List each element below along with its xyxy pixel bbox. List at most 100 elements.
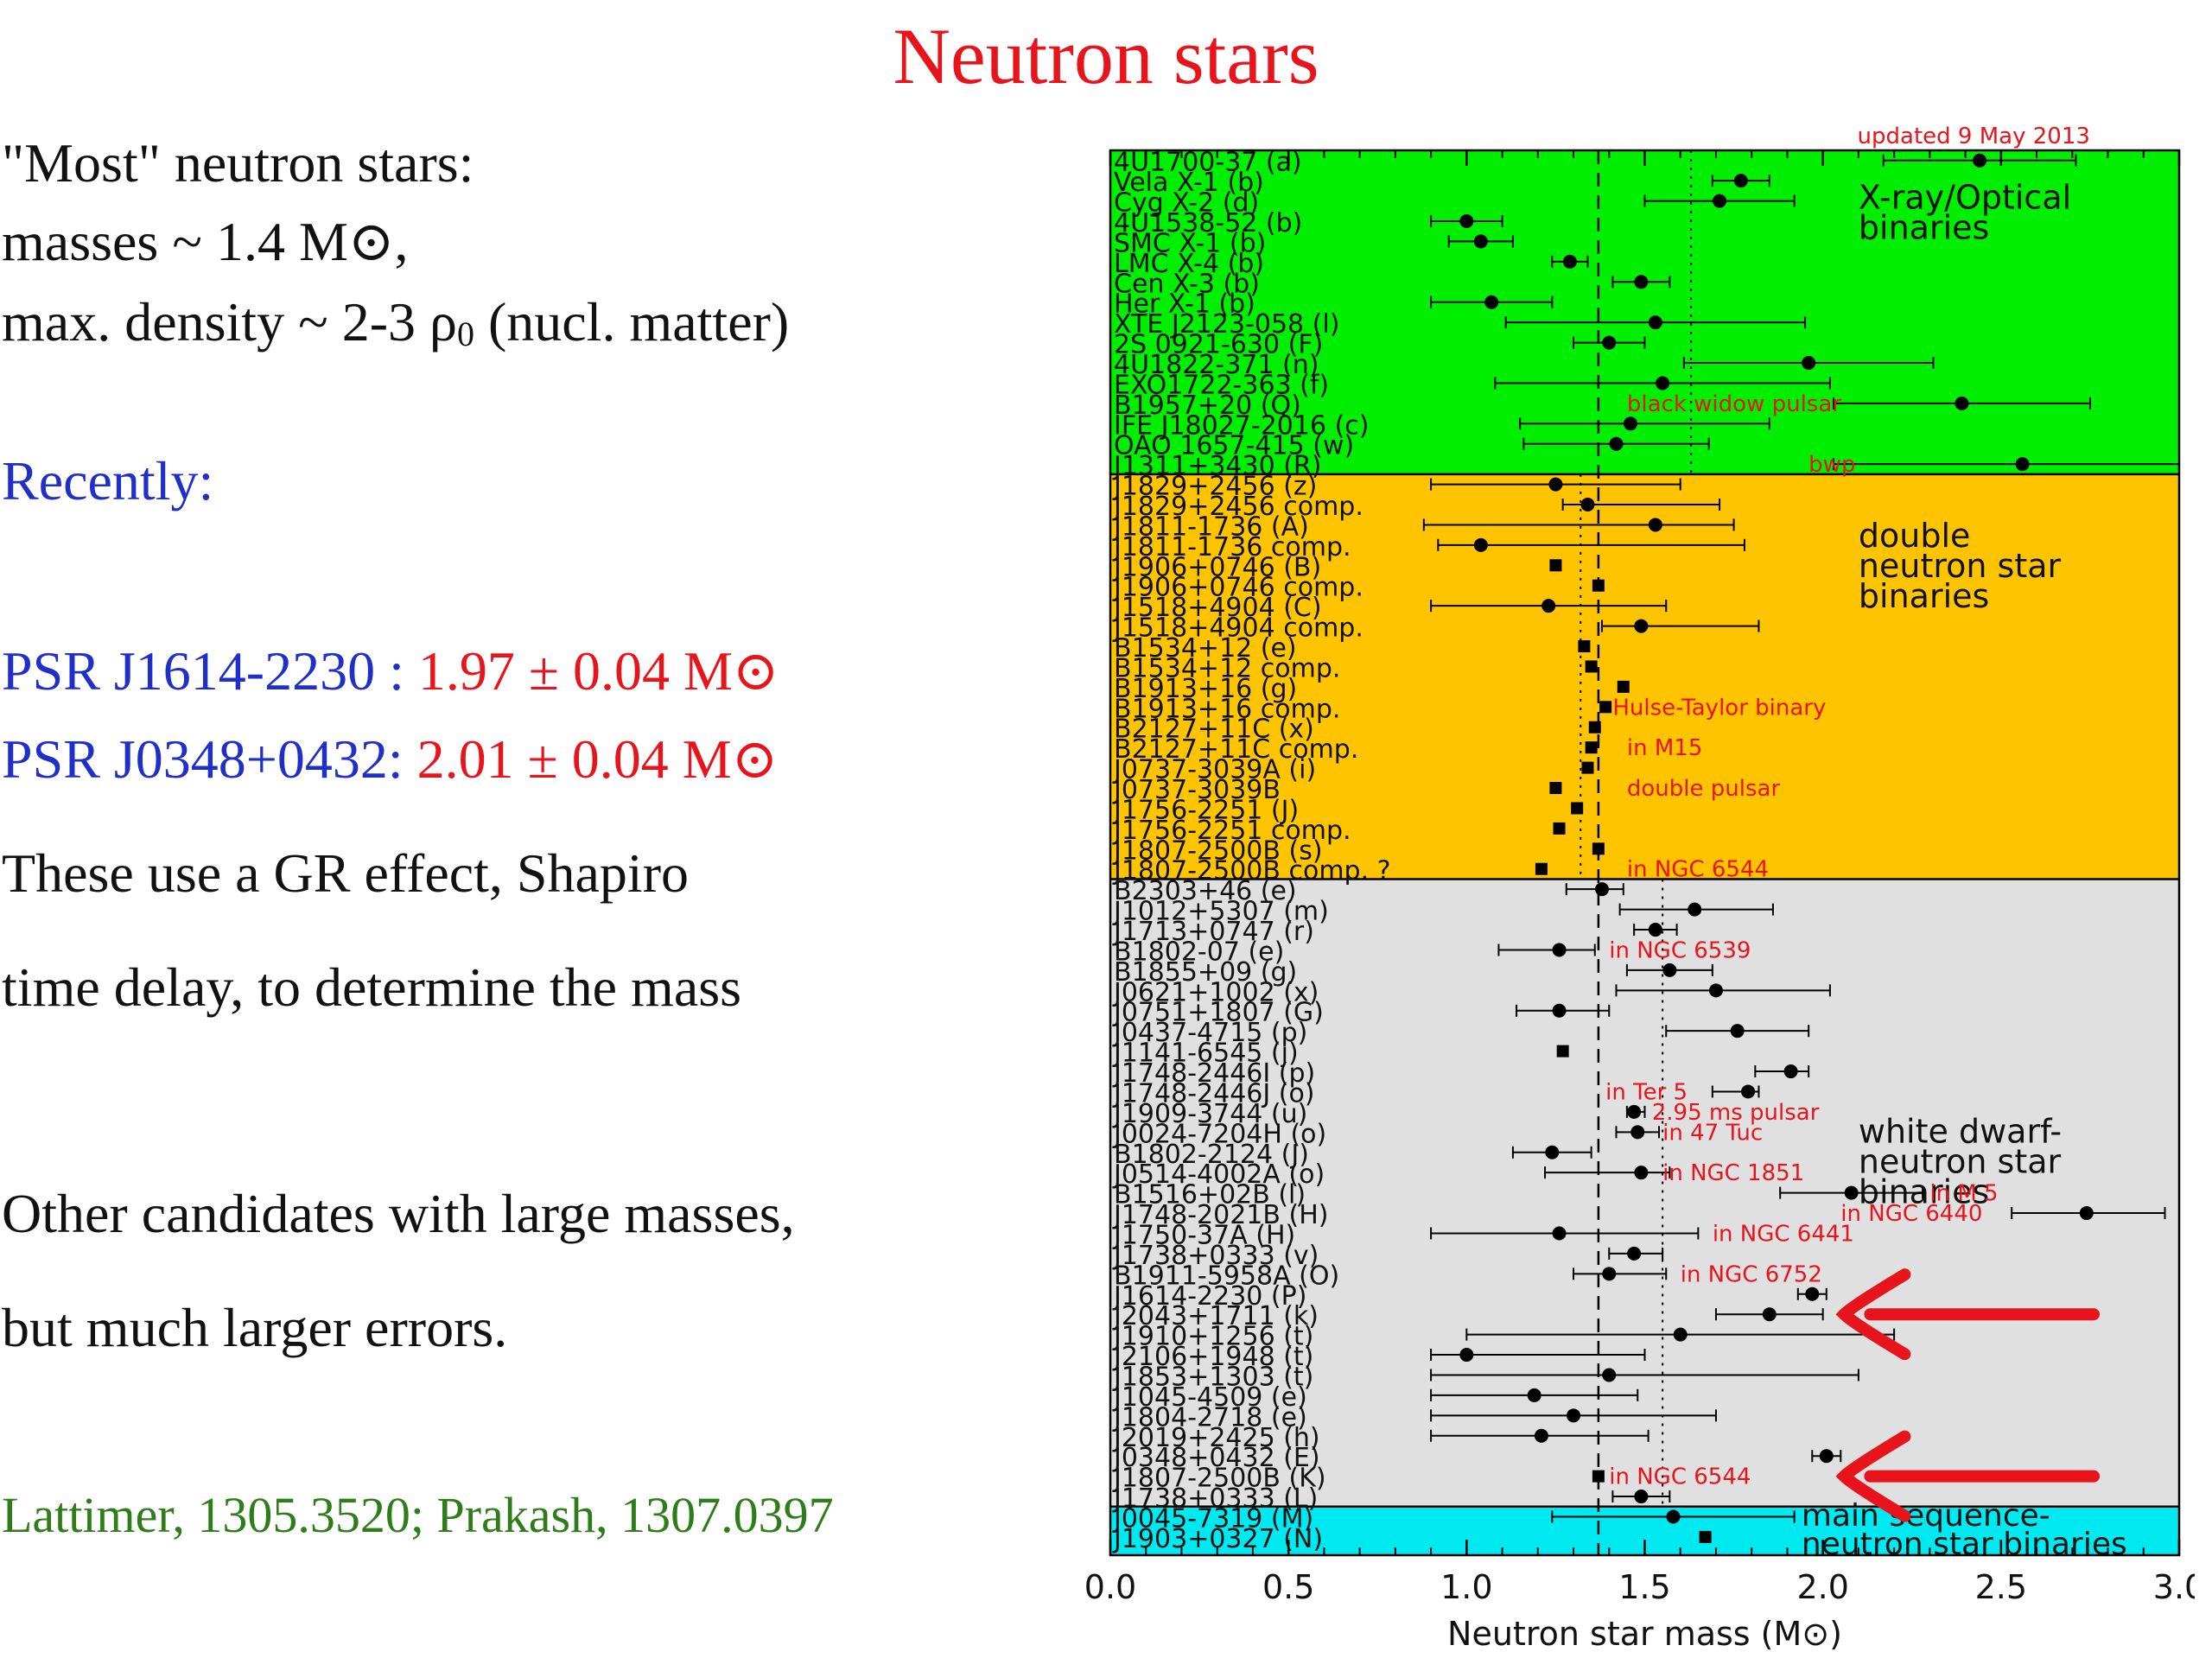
star-name: J1614-2230 (P): [1112, 1281, 1306, 1312]
star-name: Cen X-3 (b): [1114, 269, 1260, 299]
mass-point: [1595, 882, 1610, 897]
star-name: J1713+0747 (r): [1112, 917, 1314, 947]
star-name: J1807-2500B (s): [1112, 835, 1323, 866]
x-axis-label: Neutron star mass (M⊙): [1447, 1615, 1842, 1653]
star-name: B1516+02B (l): [1114, 1180, 1306, 1210]
x-tick-label: 2.0: [1796, 1568, 1848, 1606]
psr-j1614-name: PSR J1614-2230 :: [2, 640, 418, 702]
mass-point: [1580, 498, 1595, 512]
mass-point: [1713, 194, 1727, 208]
mass-point: [1562, 254, 1577, 269]
group-label: binaries: [1859, 208, 1989, 246]
highlight-arrow-head: [1835, 1268, 1911, 1361]
mass-point: [1673, 1327, 1688, 1342]
mass-point: [1585, 741, 1598, 754]
star-name: IFE J18027-2016 (c): [1114, 410, 1370, 441]
mass-point: [1535, 862, 1548, 875]
mass-point: [1844, 1185, 1859, 1200]
star-name: J1906+0746 comp.: [1112, 573, 1363, 603]
mass-point: [1473, 234, 1488, 249]
mass-point: [1534, 1428, 1548, 1443]
sun-symbol: ⊙: [732, 640, 779, 702]
star-name: 2S 0921-630 (F): [1114, 330, 1323, 360]
x-tick-label: 3.0: [2153, 1568, 2195, 1606]
psr-j1614-line: PSR J1614-2230 : 1.97 ± 0.04 M⊙: [2, 639, 779, 703]
star-note: Hulse-Taylor binary: [1612, 695, 1826, 721]
star-name: J1910+1256 (t): [1112, 1322, 1313, 1352]
sun-symbol: ⊙: [731, 728, 779, 790]
star-note: in NGC 1851: [1662, 1160, 1804, 1186]
star-name: J1518+4904 (C): [1112, 593, 1322, 623]
x-tick-label: 1.0: [1440, 1568, 1492, 1606]
star-name: J1141-6545 (j): [1112, 1039, 1299, 1069]
star-name: Vela X-1 (b): [1114, 168, 1264, 198]
star-name: B1855+09 (g): [1114, 957, 1297, 988]
other-candidates-line: Other candidates with large masses,: [2, 1183, 795, 1244]
density-text: max. density ~ 2-3 ρ: [2, 291, 457, 353]
mass-point: [1634, 619, 1649, 633]
star-name: J0737-3039A (i): [1112, 755, 1316, 785]
star-name: J0348+0432 (E): [1112, 1443, 1320, 1473]
star-name: B2303+46 (e): [1114, 876, 1297, 906]
star-name: J1748-2446I (p): [1112, 1058, 1315, 1089]
star-name: J2019+2425 (h): [1112, 1423, 1320, 1453]
mass-point: [1634, 275, 1649, 289]
star-name: J1906+0746 (B): [1112, 552, 1321, 582]
star-note: in Ter 5: [1605, 1079, 1688, 1105]
mass-point: [1955, 396, 1969, 410]
star-name: J1807-2500B (K): [1112, 1464, 1326, 1494]
star-name: J1756-2251 comp.: [1112, 816, 1351, 846]
mass-point: [1609, 436, 1624, 451]
star-name: B1957+20 (Q): [1114, 391, 1301, 421]
group-label: binaries: [1859, 577, 1989, 615]
star-name: J0045-7319 (M): [1112, 1503, 1313, 1534]
star-name: J1829+2456 comp.: [1112, 492, 1363, 522]
star-name: J0024-7204H (o): [1112, 1119, 1326, 1149]
mass-point: [1602, 335, 1617, 350]
mass-point: [1592, 842, 1605, 855]
star-name: J1738+0333 (L): [1112, 1483, 1318, 1514]
star-name: J1811-1736 (A): [1112, 511, 1309, 542]
mass-point: [1699, 1530, 1712, 1543]
star-name: LMC X-4 (b): [1114, 249, 1264, 279]
mass-point: [1459, 214, 1474, 229]
star-name: B2127+11C (x): [1114, 715, 1314, 745]
group-label: neutron star: [1859, 547, 2062, 585]
star-name: J1012+5307 (m): [1112, 897, 1329, 927]
star-name: J1045-4509 (e): [1112, 1382, 1307, 1413]
mass-point: [1552, 1003, 1567, 1018]
star-name: EXO1722-363 (f): [1114, 370, 1329, 400]
star-name: J1738+0333 (v): [1112, 1241, 1319, 1271]
mass-point: [1805, 1286, 1820, 1301]
mass-point: [1548, 477, 1563, 492]
group-label: neutron star binaries: [1802, 1527, 2127, 1562]
mass-point: [1733, 174, 1748, 188]
star-name: SMC X-1 (b): [1114, 228, 1266, 258]
mass-point: [1741, 1084, 1756, 1099]
mass-point: [1634, 1166, 1649, 1180]
mass-point: [1656, 376, 1670, 391]
masses-line: masses ~ 1.4 M⊙,: [2, 210, 408, 274]
mass-point: [1549, 782, 1562, 795]
star-name: J1750-37A (H): [1112, 1220, 1295, 1250]
psr-j0348-mass: 2.01 ± 0.04 M: [416, 728, 732, 790]
mass-point: [1459, 1348, 1474, 1363]
star-name: J1807-2500B comp. ?: [1112, 856, 1391, 886]
star-name: XTE J2123-058 (l): [1114, 309, 1339, 340]
star-name: J1756-2251 (J): [1112, 795, 1299, 825]
star-note: 2.95 ms pulsar: [1652, 1100, 1820, 1126]
mass-point: [1552, 943, 1567, 957]
group-label: white dwarf-: [1859, 1113, 2062, 1151]
star-note: in M15: [1627, 735, 1702, 761]
mass-point: [1592, 579, 1605, 592]
psr-j0348-line: PSR J0348+0432: 2.01 ± 0.04 M⊙: [2, 727, 778, 791]
psr-j0348-name: PSR J0348+0432:: [2, 728, 417, 790]
shapiro-delay-line: time delay, to determine the mass: [2, 956, 742, 1018]
group-label: neutron star: [1859, 1142, 2062, 1180]
star-name: B1802-2124 (J): [1114, 1140, 1309, 1170]
x-tick-label: 2.5: [1975, 1568, 2027, 1606]
mass-point: [1730, 1024, 1745, 1039]
star-note: in NGC 6440: [1840, 1201, 1982, 1227]
star-name: J1829+2456 (z): [1112, 472, 1317, 502]
star-name: B1802-07 (e): [1114, 937, 1284, 967]
